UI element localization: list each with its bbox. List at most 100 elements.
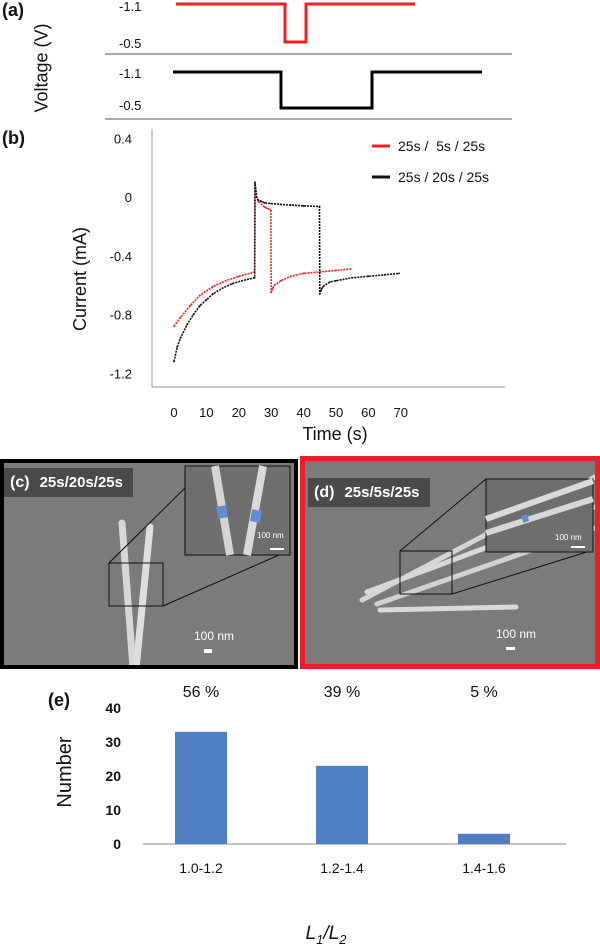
chart-b-legend: 25s / 5s / 25s 25s / 20s / 25s [372,138,489,185]
chart-b-series-1-point [349,268,352,270]
chart-b-series-2-point [335,279,337,282]
panel-c-scalebar [204,649,212,653]
chart-b-series-1-point [179,316,182,319]
chart-b-series-2-point [318,205,321,208]
chart-b-ticks: 0 10 20 30 40 50 60 70 0.4 0 -0.4 -0.8 -1.2 [110,131,408,420]
chart-b-series-2-point [199,304,201,307]
panel-a-letter: (a) [2,0,24,20]
chart-b-series-1-point [199,294,201,297]
chart-e-xlabel-sub: 1 [316,932,323,946]
panel-a-top-high-label: -1.1 [119,0,141,14]
chart-e-ytick-label: 20 [105,768,121,784]
chart-b-series [173,181,401,363]
chart-b-series-2-point [255,196,258,198]
chart-b-series-2-point [367,275,370,278]
chart-b-xtick-label: 0 [170,405,177,420]
panel-c-scale-text: 100 nm [194,629,235,643]
chart-b-series-1-point [237,275,240,278]
chart-e-bar-3 [458,833,510,844]
chart-b-ylabel: Current (mA) [70,227,90,331]
chart-b-series-2-point [257,199,260,201]
panel-c-zoom-line-bottom [162,554,280,607]
panel-d-scalebar [506,647,515,650]
chart-b-xtick-label: 20 [232,405,246,420]
panel-c-zoom-box [108,562,164,607]
chart-b-series-1-point [273,284,276,287]
chart-b-xlabel: Time (s) [302,424,367,444]
chart-b-series-2-point [179,337,182,339]
chart-b-series-1-point [189,304,192,307]
panel-a-voltage-traces: -1.1 -0.5 -1.1 -0.5 [105,0,512,120]
chart-b-series-1-point [335,269,337,272]
chart-e-ytick-label: 0 [113,836,121,852]
chart-b-ytick-label: 0 [125,190,132,205]
chart-b-series-1-point [269,209,272,212]
chart-e-bar-2 [316,765,368,844]
chart-b-series-2-point [173,360,175,363]
chart-e-ytick-label: 40 [105,700,121,716]
chart-b-series-2-point [318,293,321,295]
chart-e-percent-annotation: 39 % [324,684,360,701]
chart-b-series-2-point [328,281,331,284]
chart-b-series-1-point [302,272,305,275]
chart-b-series-2-point [176,345,179,348]
chart-b-xtick-label: 70 [394,405,408,420]
panel-d-letter: (d) [314,484,335,501]
panel-d-zoom-line-top [399,478,487,552]
chart-b-series-1-point [280,279,282,282]
panel-c-sequence-label: 25s/20s/25s [39,474,123,491]
panel-a-bottom-trace [173,70,482,110]
chart-b-series-2-point [263,201,266,204]
chart-b-series-2-point [254,181,256,184]
chart-b-series-2-point [221,287,224,289]
chart-b-series-1-point [263,206,266,209]
panel-a-bottom-high-label: -1.1 [119,66,141,81]
panel-c-inset-bg [184,465,291,556]
panel-a-top-low-label: -0.5 [119,36,141,51]
panel-c-inset-segment-left [216,505,228,519]
chart-b-series-2-point [186,323,188,326]
chart-b-series-1-point [260,203,263,206]
chart-e-ylabel: Number [54,736,76,807]
chart-b-ytick-label: -1.2 [110,366,132,381]
panel-d-label-box: (d) 25s/5s/25s [308,478,430,507]
chart-b-ytick-label: -0.4 [110,249,132,264]
panel-d-nanowire-4 [377,604,519,613]
panel-d-zoom-line-bottom [451,550,591,595]
chart-b-series-2-point [383,273,386,276]
panel-c-inset-scale-text: 100 nm [257,531,284,540]
chart-b-series-2-point [241,279,243,282]
chart-b-series-2-point [253,276,256,279]
chart-b-series-1-point [267,207,269,210]
chart-e-xlabel: L1/L2 [306,923,348,946]
chart-b-series-2-point [302,204,305,207]
chart-e-bar-1 [175,731,227,844]
chart-b-series-2-point [205,298,208,301]
chart-b-xtick-label: 40 [296,405,310,420]
chart-e-category-label: 1.4-1.6 [462,860,506,876]
panel-c-zoom-line-top [108,487,186,564]
panel-c-nanowire-right [132,523,154,665]
panel-d-inset-segment [521,514,530,523]
panel-c-label-box: (c) 25s/20s/25s [4,468,133,497]
chart-b-series-2-point [398,272,401,275]
chart-b-ytick-label: -0.8 [110,308,132,323]
panel-d-scale-text: 100 nm [496,627,537,641]
chart-b-xtick-label: 30 [264,405,278,420]
panel-c-micrograph-image [4,463,294,665]
chart-e-category-label: 1.0-1.2 [179,860,223,876]
chart-e-xlabel-sub: 2 [338,932,347,946]
panel-d-sequence-label: 25s/5s/25s [344,484,420,501]
chart-b-series-2-point [320,288,323,291]
chart-e-xlabel-part: /L [321,923,339,944]
panel-d-inset-scale-text: 100 nm [555,533,582,542]
panel-c-letter: (c) [10,474,30,491]
chart-b-legend-label-2: 25s / 20s / 25s [398,169,489,185]
chart-e-category-label: 1.2-1.4 [320,860,364,876]
chart-e-ticks: 0 10 20 30 40 1.0-1.2 1.2-1.4 1.4-1.6 [105,700,506,876]
chart-b-ytick-label: 0.4 [114,131,132,146]
chart-e-ytick-label: 30 [105,734,121,750]
chart-e-bars: 56 % 39 % 5 % [175,684,510,844]
panel-d-inset-wire-2 [485,496,594,536]
